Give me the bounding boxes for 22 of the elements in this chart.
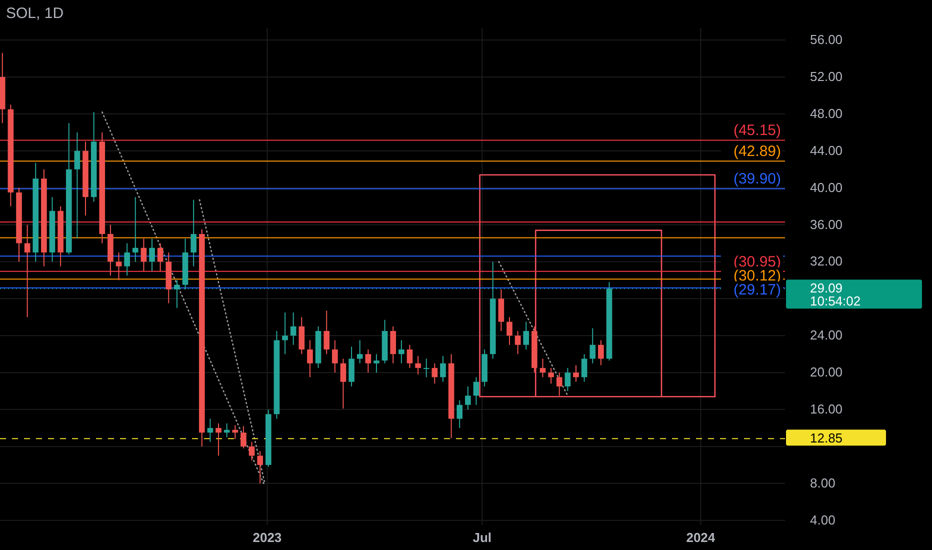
- y-tick-label: 52.00: [810, 68, 843, 84]
- ref-line-label: 29.09: [810, 280, 843, 296]
- y-tick-label: 20.00: [810, 364, 843, 380]
- text: 10:54:02: [810, 294, 861, 309]
- y-tick-label: 40.00: [810, 180, 843, 195]
- x-tick-label: 2024: [686, 530, 716, 545]
- x-tick-label: Jul: [472, 530, 492, 545]
- x-tick-label: 2023: [252, 530, 282, 545]
- y-tick-label: 4.00: [810, 512, 836, 528]
- ref-line-label: (45.15): [733, 122, 781, 140]
- ref-line-label: (42.89): [733, 143, 781, 160]
- y-tick-label: 24.00: [810, 328, 843, 343]
- y-tick-label: 8.00: [810, 475, 836, 490]
- y-tick-label: 44.00: [810, 142, 843, 158]
- ref-line-label: 12.85: [810, 430, 843, 446]
- y-tick-label: 48.00: [810, 106, 843, 121]
- ref-line-label: (39.90): [733, 170, 781, 188]
- chart-title: SOL, 1D: [6, 5, 64, 22]
- y-tick-label: 16.00: [810, 402, 843, 417]
- y-tick-label: 36.00: [810, 216, 843, 232]
- y-tick-label: 56.00: [810, 32, 843, 48]
- y-tick-label: 32.00: [810, 254, 843, 269]
